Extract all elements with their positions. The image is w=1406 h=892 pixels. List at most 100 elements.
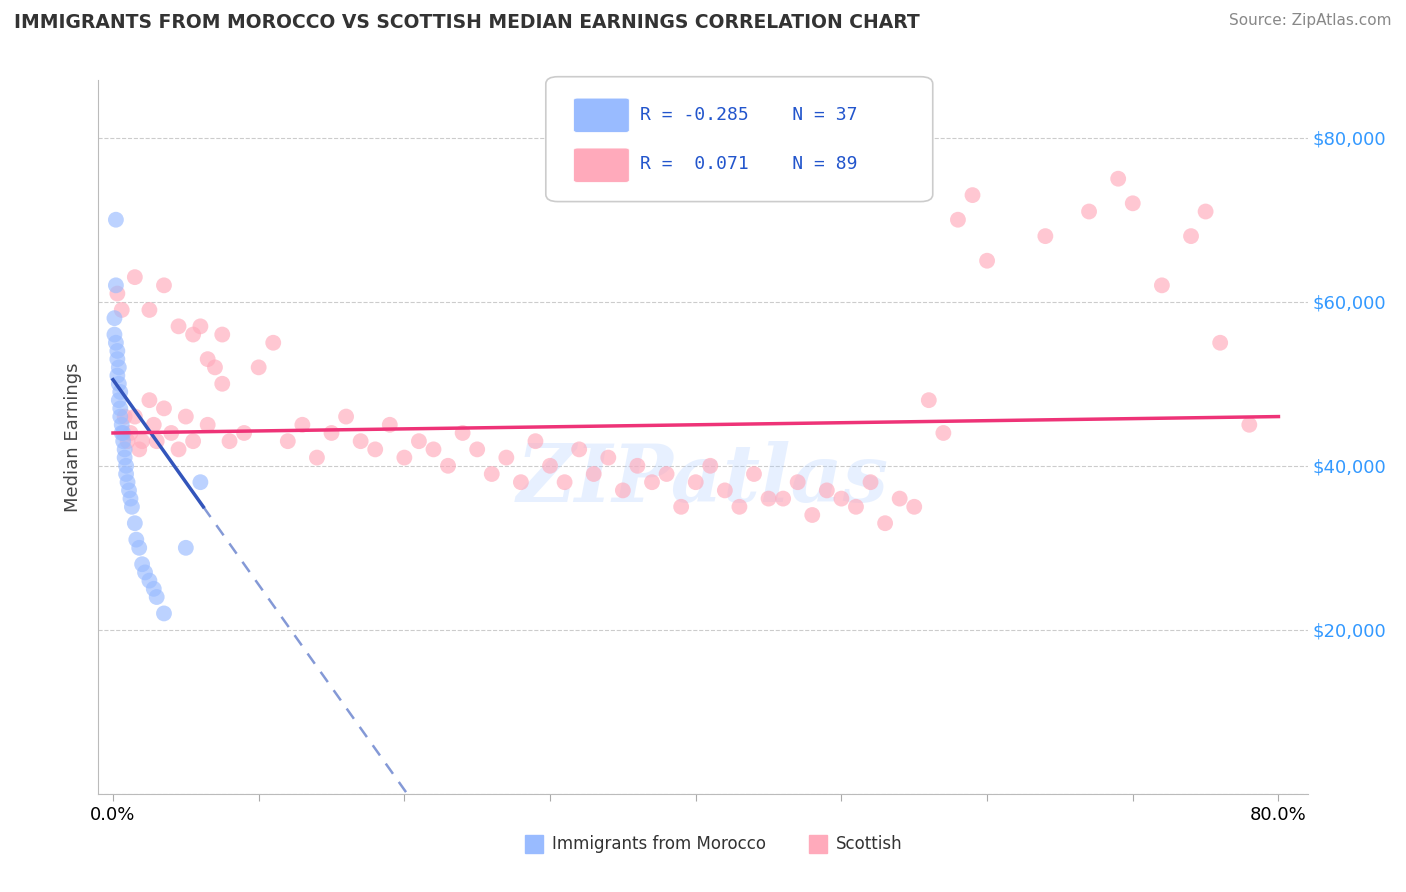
Point [145, 590, 167, 604]
Point [160, 425, 183, 440]
Point [1209, 335, 1232, 350]
Point [714, 483, 737, 498]
Point [104, 212, 127, 227]
Point [108, 376, 131, 391]
Point [1033, 229, 1056, 244]
Point [110, 401, 132, 416]
Point [181, 327, 204, 342]
Point [124, 409, 146, 424]
Point [932, 425, 955, 440]
Text: R =  0.071    N = 89: R = 0.071 N = 89 [640, 155, 858, 173]
Point [728, 500, 751, 514]
Point [110, 409, 132, 424]
Point [120, 425, 142, 440]
Point [111, 425, 134, 440]
Point [111, 417, 134, 432]
Point [128, 541, 150, 555]
Point [364, 442, 387, 457]
Point [190, 475, 212, 490]
Point [110, 384, 132, 399]
Point [598, 450, 620, 465]
Point [131, 434, 153, 449]
Point [641, 475, 664, 490]
Point [105, 286, 128, 301]
Point [153, 401, 176, 416]
Point [145, 434, 167, 449]
Point [105, 368, 128, 383]
Point [378, 417, 401, 432]
Point [845, 500, 868, 514]
Point [830, 491, 852, 506]
Point [1239, 417, 1261, 432]
Point [612, 483, 634, 498]
Point [305, 450, 328, 465]
Point [626, 458, 648, 473]
Point [335, 409, 357, 424]
Point [117, 434, 139, 449]
Point [742, 467, 765, 481]
Point [115, 458, 138, 473]
Point [568, 442, 591, 457]
Point [125, 533, 148, 547]
Text: Immigrants from Morocco: Immigrants from Morocco [551, 835, 766, 853]
Point [134, 566, 156, 580]
Point [1107, 171, 1129, 186]
Point [112, 425, 135, 440]
Point [481, 467, 503, 481]
Point [509, 475, 531, 490]
Point [903, 500, 925, 514]
Point [655, 467, 678, 481]
Point [211, 327, 233, 342]
Point [197, 352, 219, 367]
Text: ZIPatlas: ZIPatlas [517, 442, 889, 518]
Point [1122, 196, 1144, 211]
Point [174, 409, 197, 424]
Point [103, 311, 125, 326]
Point [105, 352, 128, 367]
Point [669, 500, 692, 514]
Text: R = -0.285    N = 37: R = -0.285 N = 37 [640, 105, 858, 123]
Point [1194, 204, 1216, 219]
Point [875, 516, 897, 531]
Point [114, 442, 136, 457]
Point [131, 558, 153, 572]
Point [495, 450, 517, 465]
Point [104, 278, 127, 293]
Text: IMMIGRANTS FROM MOROCCO VS SCOTTISH MEDIAN EARNINGS CORRELATION CHART: IMMIGRANTS FROM MOROCCO VS SCOTTISH MEDI… [14, 13, 920, 32]
Point [167, 319, 190, 334]
Point [772, 491, 794, 506]
Point [291, 417, 314, 432]
Point [918, 393, 941, 408]
Point [142, 417, 165, 432]
Point [105, 343, 128, 358]
Point [138, 574, 160, 588]
Point [114, 450, 136, 465]
Point [218, 434, 240, 449]
Point [1180, 229, 1202, 244]
Point [1078, 204, 1101, 219]
Point [197, 417, 219, 432]
FancyBboxPatch shape [574, 148, 630, 182]
Point [233, 425, 256, 440]
Point [394, 450, 416, 465]
Text: Source: ZipAtlas.com: Source: ZipAtlas.com [1229, 13, 1392, 29]
FancyBboxPatch shape [546, 77, 932, 202]
Point [422, 442, 444, 457]
Point [108, 360, 131, 375]
Point [437, 458, 460, 473]
Point [465, 442, 488, 457]
FancyBboxPatch shape [574, 98, 630, 132]
Point [262, 335, 284, 350]
Point [120, 491, 142, 506]
Point [321, 425, 343, 440]
Point [181, 434, 204, 449]
Point [112, 434, 135, 449]
Point [524, 434, 547, 449]
Point [104, 335, 127, 350]
Point [350, 434, 373, 449]
Point [108, 393, 131, 408]
Point [786, 475, 808, 490]
Point [115, 467, 138, 481]
Point [118, 483, 141, 498]
Point [538, 458, 561, 473]
